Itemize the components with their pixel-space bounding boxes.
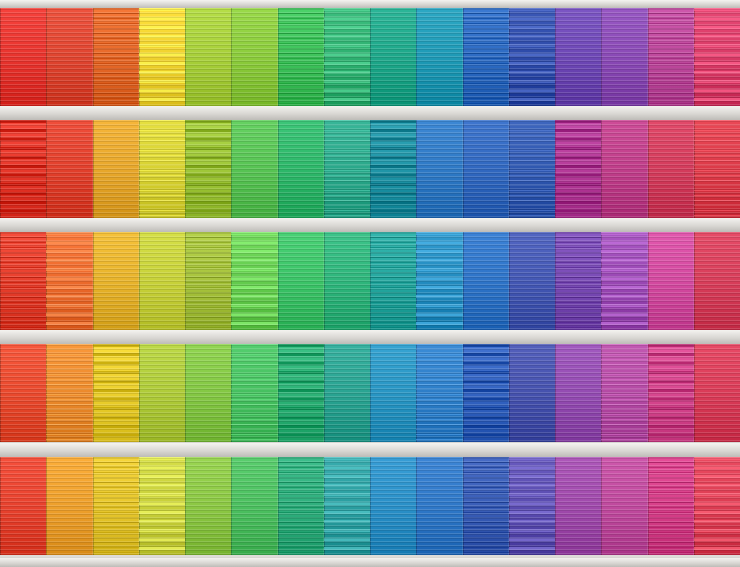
facade-floor [0,120,740,218]
louver-panel [370,8,417,106]
louver-panel [138,120,186,218]
louver-panel [277,344,325,442]
louver-panel [416,344,463,442]
louver-panel [508,344,556,442]
louver-panel [46,232,93,330]
louver-panel [416,457,463,555]
floor-slab [0,558,740,567]
louver-panel [508,232,556,330]
louver-panel [370,344,417,442]
louver-panel [0,8,47,106]
louver-panel [0,344,47,442]
louver-panel [92,8,140,106]
facade-floor [0,232,740,330]
floor-slab [0,0,740,8]
louver-panel [370,232,417,330]
louver-panel [0,232,47,330]
louver-panel [647,8,695,106]
louver-panel [323,8,371,106]
louver-panel [647,232,695,330]
louver-panel [370,457,417,555]
louver-panel [462,344,510,442]
louver-panel [46,8,93,106]
louver-panel [555,232,602,330]
louver-panel [185,8,232,106]
louver-panel [508,8,556,106]
louver-panel [92,120,140,218]
floor-slab [0,443,740,457]
louver-panel [601,232,648,330]
louver-panel [46,344,93,442]
louver-panel [185,232,232,330]
louver-panel [462,120,510,218]
louver-panel [277,457,325,555]
louver-panel [647,457,695,555]
louver-panel [92,232,140,330]
louver-panel [601,457,648,555]
louver-panel [601,8,648,106]
louver-panel [601,344,648,442]
louver-panel [185,120,232,218]
louver-panel [0,457,47,555]
louver-panel [138,344,186,442]
louver-panel [323,232,371,330]
louver-panel [185,457,232,555]
louver-panel [462,457,510,555]
floor-slab [0,330,740,344]
louver-panel [370,120,417,218]
louver-panel [46,120,93,218]
louver-panel [508,457,556,555]
louver-panel [693,232,740,330]
louver-panel [277,232,325,330]
floor-slab [0,218,740,232]
louver-panel [138,232,186,330]
louver-panel [693,344,740,442]
louver-panel [416,120,463,218]
louver-panel [647,344,695,442]
louver-panel [555,344,602,442]
louver-panel [555,120,602,218]
facade-floor [0,344,740,442]
louver-panel [323,457,371,555]
louver-panel [231,232,278,330]
louver-panel [231,8,278,106]
louver-panel [555,8,602,106]
louver-panel [462,232,510,330]
louver-panel [138,457,186,555]
louver-panel [92,457,140,555]
louver-panel [601,120,648,218]
louver-panel [277,8,325,106]
facade-floor [0,457,740,555]
louver-panel [92,344,140,442]
louver-panel [185,344,232,442]
facade-floor [0,8,740,106]
louver-panel [555,457,602,555]
louver-panel [138,8,186,106]
louver-panel [508,120,556,218]
louver-panel [416,8,463,106]
louver-panel [46,457,93,555]
louver-panel [231,120,278,218]
louver-panel [647,120,695,218]
louver-panel [416,232,463,330]
louver-panel [231,457,278,555]
louver-panel [277,120,325,218]
louver-panel [693,8,740,106]
louver-panel [0,120,47,218]
louver-panel [323,120,371,218]
louver-panel [231,344,278,442]
louver-panel [693,457,740,555]
louver-panel [693,120,740,218]
louver-panel [323,344,371,442]
floor-slab [0,106,740,120]
louver-panel [462,8,510,106]
